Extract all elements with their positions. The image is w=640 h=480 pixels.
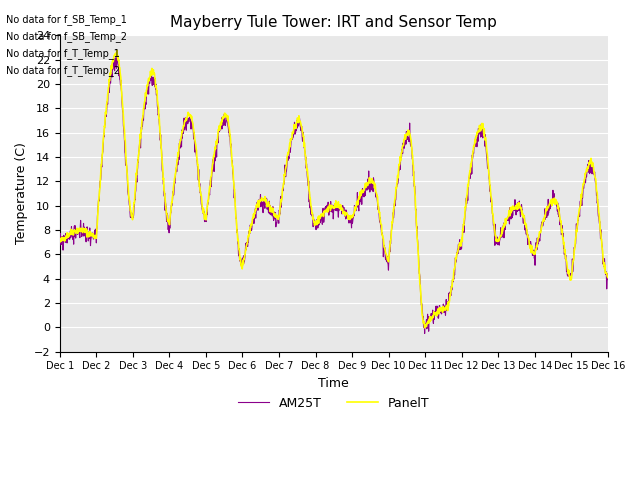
PanelT xyxy=(368,176,376,181)
AM25T xyxy=(289,135,296,141)
Line: PanelT: PanelT xyxy=(60,50,608,328)
Y-axis label: Temperature (C): Temperature (C) xyxy=(15,143,28,244)
PanelT xyxy=(99,152,106,158)
PanelT xyxy=(56,238,63,244)
PanelT xyxy=(121,137,129,143)
AM25T xyxy=(99,152,106,158)
PanelT xyxy=(289,130,296,135)
PanelT xyxy=(310,219,317,225)
Text: No data for f_T_Temp_2: No data for f_T_Temp_2 xyxy=(6,65,120,76)
PanelT xyxy=(300,144,308,149)
PanelT xyxy=(421,325,429,331)
X-axis label: Time: Time xyxy=(319,377,349,390)
AM25T xyxy=(300,144,308,150)
Text: No data for f_SB_Temp_2: No data for f_SB_Temp_2 xyxy=(6,31,127,42)
Title: Mayberry Tule Tower: IRT and Sensor Temp: Mayberry Tule Tower: IRT and Sensor Temp xyxy=(170,15,497,30)
Line: AM25T: AM25T xyxy=(60,58,608,334)
PanelT xyxy=(604,275,612,280)
Text: No data for f_T_Temp_1: No data for f_T_Temp_1 xyxy=(6,48,120,59)
PanelT xyxy=(113,48,121,53)
AM25T xyxy=(310,221,317,227)
AM25T xyxy=(368,187,376,193)
AM25T xyxy=(604,271,612,276)
Legend: AM25T, PanelT: AM25T, PanelT xyxy=(233,392,435,415)
AM25T xyxy=(56,242,63,248)
AM25T xyxy=(112,55,120,60)
AM25T xyxy=(121,149,129,155)
AM25T xyxy=(421,331,429,336)
Text: No data for f_SB_Temp_1: No data for f_SB_Temp_1 xyxy=(6,14,127,25)
